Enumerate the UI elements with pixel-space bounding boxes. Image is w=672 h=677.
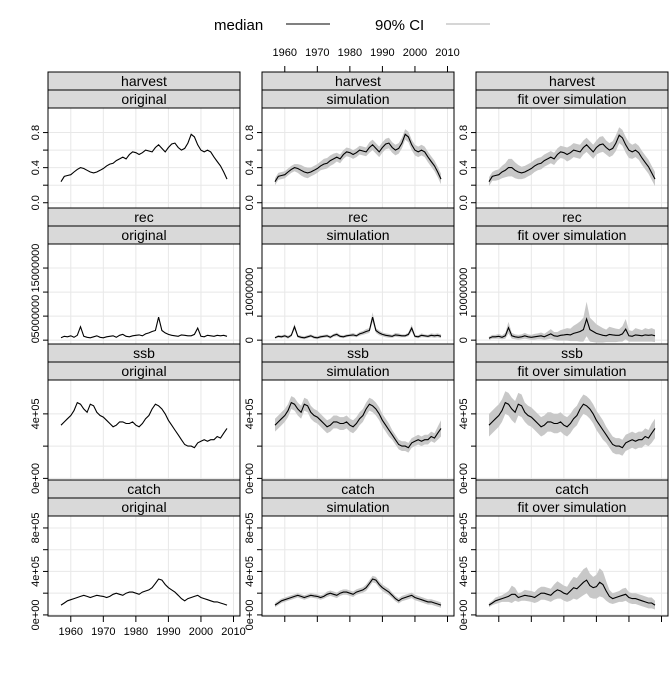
- y-tick-label: 0.4: [30, 160, 42, 175]
- strip-column-label: simulation: [326, 91, 389, 107]
- y-tick-label: 0.8: [244, 125, 256, 140]
- y-tick-label: 0.4: [458, 160, 470, 175]
- median-line: [488, 134, 656, 182]
- y-tick-label: 0e+00: [458, 599, 470, 630]
- strip-column-label: simulation: [326, 363, 389, 379]
- y-tick-label: 0e+00: [30, 599, 42, 630]
- median-line: [274, 133, 442, 182]
- strip-variable-label: rec: [562, 209, 581, 225]
- y-tick-label: 0e+00: [244, 463, 256, 494]
- strip-variable-label: rec: [134, 209, 153, 225]
- y-tick-label: 10000000: [244, 268, 256, 317]
- y-tick-label: 0e+00: [30, 463, 42, 494]
- y-tick-label: 10000000: [458, 268, 470, 317]
- median-line: [60, 133, 228, 182]
- panel-background: [262, 244, 454, 344]
- y-tick-label: 4e+05: [458, 556, 470, 587]
- strip-variable-label: harvest: [335, 73, 381, 89]
- x-tick-label-bottom: 1990: [156, 626, 180, 638]
- ci-band: [275, 129, 441, 186]
- y-tick-label: 5000000: [30, 295, 42, 338]
- strip-variable-label: catch: [127, 481, 160, 497]
- strip-variable-label: ssb: [561, 345, 583, 361]
- y-tick-label: 0.0: [458, 195, 470, 210]
- ci-band: [489, 127, 655, 187]
- median-line: [488, 401, 656, 449]
- y-tick-label: 8e+05: [30, 513, 42, 544]
- y-tick-label: 8e+05: [458, 513, 470, 544]
- x-tick-label-bottom: 2010: [221, 626, 245, 638]
- median-line: [60, 316, 228, 339]
- x-tick-label-top: 2000: [403, 47, 427, 59]
- x-tick-label-bottom: 2000: [189, 626, 213, 638]
- x-tick-label-top: 1960: [273, 47, 297, 59]
- legend-label-ci: 90% CI: [375, 17, 424, 34]
- y-tick-label: 15000000: [30, 244, 42, 293]
- panel-background: [48, 244, 240, 344]
- y-tick-label: 4e+05: [458, 398, 470, 429]
- y-tick-label: 0.8: [30, 125, 42, 140]
- strip-variable-label: ssb: [133, 345, 155, 361]
- x-tick-label-top: 1970: [305, 47, 329, 59]
- x-tick-label-top: 1990: [370, 47, 394, 59]
- strip-column-label: simulation: [326, 227, 389, 243]
- x-tick-label-top: 1980: [338, 47, 362, 59]
- median-line: [274, 316, 442, 339]
- x-tick-label-bottom: 1980: [124, 626, 148, 638]
- y-tick-label: 4e+05: [244, 556, 256, 587]
- strip-column-label: fit over simulation: [518, 363, 627, 379]
- x-tick-label-top: 2010: [435, 47, 459, 59]
- x-tick-label-bottom: 1970: [91, 626, 115, 638]
- y-tick-label: 8e+05: [244, 513, 256, 544]
- legend-label-median: median: [214, 17, 263, 34]
- strip-variable-label: ssb: [347, 345, 369, 361]
- strip-column-label: original: [121, 227, 166, 243]
- y-tick-label: 0.8: [458, 125, 470, 140]
- panel-border: [47, 515, 241, 617]
- y-tick-label: 4e+05: [244, 398, 256, 429]
- y-tick-label: 4e+05: [30, 398, 42, 429]
- strip-column-label: original: [121, 91, 166, 107]
- ci-band: [275, 312, 441, 340]
- ci-band: [275, 396, 441, 453]
- median-line: [60, 401, 228, 449]
- panel-border: [261, 515, 455, 617]
- panel-background: [48, 108, 240, 208]
- ci-band: [489, 301, 655, 343]
- y-tick-label: 0e+00: [458, 463, 470, 494]
- strip-column-label: original: [121, 499, 166, 515]
- strip-variable-label: harvest: [549, 73, 595, 89]
- y-tick-label: 0.0: [244, 195, 256, 210]
- x-tick-label-bottom: 1960: [59, 626, 83, 638]
- y-tick-label: 0e+00: [244, 599, 256, 630]
- median-line: [274, 401, 442, 449]
- panel-background: [48, 380, 240, 480]
- strip-column-label: fit over simulation: [518, 499, 627, 515]
- ci-band: [489, 391, 655, 456]
- panel-border: [475, 515, 669, 617]
- strip-variable-label: rec: [348, 209, 367, 225]
- strip-column-label: original: [121, 363, 166, 379]
- median-line: [488, 579, 656, 606]
- panel-background: [262, 108, 454, 208]
- y-tick-label: 0: [30, 337, 42, 343]
- y-tick-label: 0: [458, 337, 470, 343]
- median-line: [60, 578, 228, 606]
- y-tick-label: 0.4: [244, 160, 256, 175]
- strip-column-label: fit over simulation: [518, 227, 627, 243]
- y-tick-label: 0.0: [30, 195, 42, 210]
- strip-variable-label: catch: [341, 481, 374, 497]
- panel-background: [262, 380, 454, 480]
- median-line: [488, 317, 656, 339]
- strip-column-label: fit over simulation: [518, 91, 627, 107]
- y-tick-label: 0: [244, 337, 256, 343]
- strip-variable-label: catch: [555, 481, 588, 497]
- y-tick-label: 4e+05: [30, 556, 42, 587]
- strip-column-label: simulation: [326, 499, 389, 515]
- median-line: [274, 578, 442, 606]
- strip-variable-label: harvest: [121, 73, 167, 89]
